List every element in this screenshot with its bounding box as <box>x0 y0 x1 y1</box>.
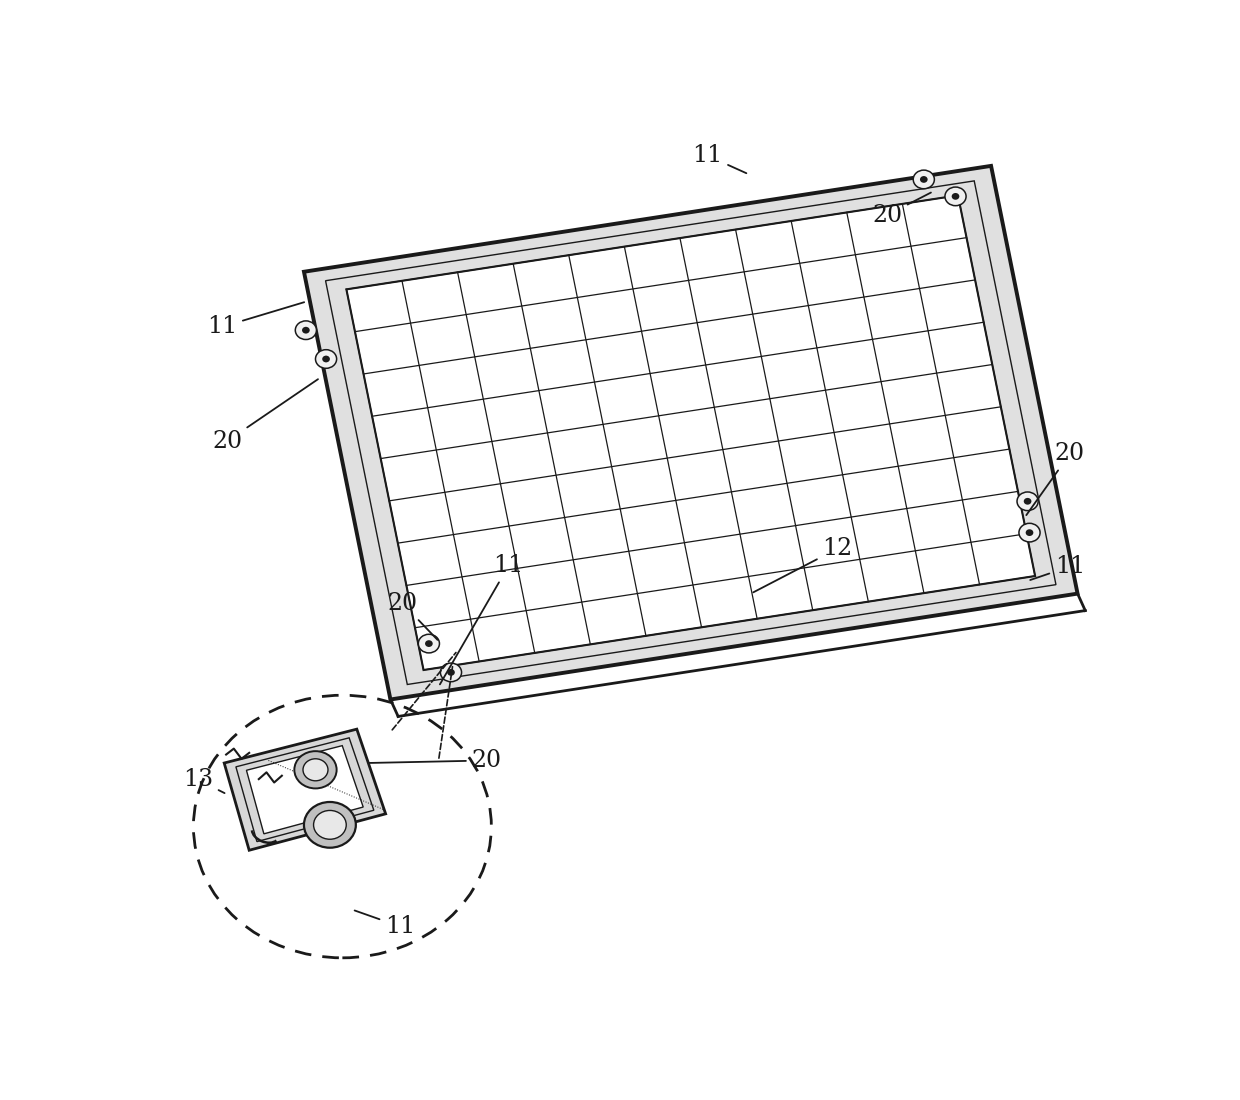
Text: 13: 13 <box>184 769 224 793</box>
Circle shape <box>920 176 928 183</box>
Circle shape <box>322 355 330 362</box>
Text: 12: 12 <box>753 537 852 592</box>
Text: 20: 20 <box>1027 442 1085 515</box>
Circle shape <box>294 751 336 789</box>
Text: 20: 20 <box>212 379 317 453</box>
Circle shape <box>303 327 310 333</box>
Text: 20: 20 <box>370 749 502 772</box>
Polygon shape <box>346 196 1035 670</box>
Text: 11: 11 <box>692 144 746 173</box>
Text: 11: 11 <box>440 554 523 684</box>
Circle shape <box>1017 492 1038 510</box>
Circle shape <box>314 811 346 839</box>
Text: 20: 20 <box>388 592 438 640</box>
Circle shape <box>1019 524 1040 542</box>
Polygon shape <box>304 166 1078 700</box>
Circle shape <box>448 669 455 675</box>
Circle shape <box>951 192 960 200</box>
Text: 11: 11 <box>355 911 415 938</box>
Circle shape <box>913 170 935 189</box>
Circle shape <box>425 640 433 647</box>
Circle shape <box>303 759 327 781</box>
Text: 20: 20 <box>872 192 931 227</box>
Text: 11: 11 <box>207 302 304 339</box>
Circle shape <box>295 321 316 340</box>
Polygon shape <box>224 729 386 850</box>
Circle shape <box>440 663 461 682</box>
Circle shape <box>945 187 966 206</box>
Circle shape <box>1025 529 1033 536</box>
Circle shape <box>1024 498 1032 505</box>
Circle shape <box>418 635 439 653</box>
Circle shape <box>304 802 356 848</box>
Text: 11: 11 <box>1030 556 1085 580</box>
Circle shape <box>315 350 336 368</box>
Polygon shape <box>247 746 363 834</box>
